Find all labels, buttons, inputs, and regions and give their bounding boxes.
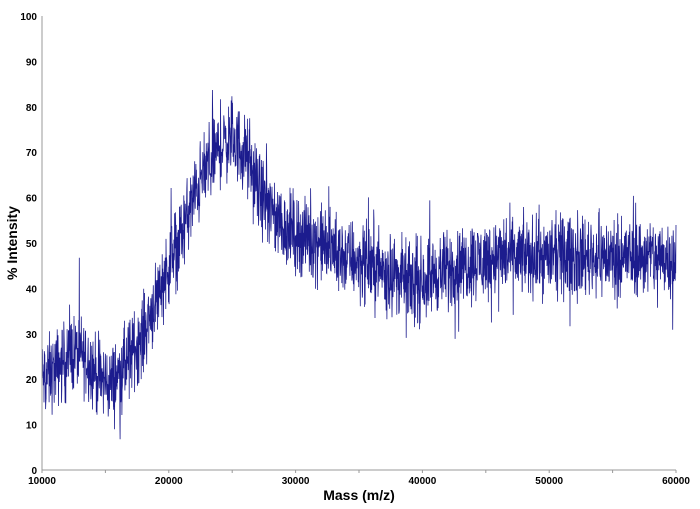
y-tick-label: 40: [26, 284, 38, 295]
x-axis-label: Mass (m/z): [323, 487, 395, 503]
y-tick-label: 90: [26, 57, 38, 68]
y-tick-label: 50: [26, 239, 38, 250]
y-tick-label: 60: [26, 194, 38, 205]
y-tick-label: 100: [20, 12, 37, 23]
y-tick-label: 30: [26, 330, 38, 341]
y-tick-label: 20: [26, 375, 38, 386]
y-axis-label: % Intensity: [4, 206, 20, 280]
y-tick-label: 0: [31, 466, 37, 477]
x-tick-label: 10000: [28, 476, 56, 487]
y-tick-label: 70: [26, 148, 38, 159]
x-tick-label: 40000: [408, 476, 436, 487]
spectrum-trace: [41, 89, 677, 440]
x-tick-label: 20000: [155, 476, 183, 487]
x-tick-label: 50000: [535, 476, 563, 487]
y-tick-label: 80: [26, 103, 38, 114]
y-tick-label: 10: [26, 421, 38, 432]
x-tick-label: 60000: [662, 476, 690, 487]
x-tick-label: 30000: [282, 476, 310, 487]
